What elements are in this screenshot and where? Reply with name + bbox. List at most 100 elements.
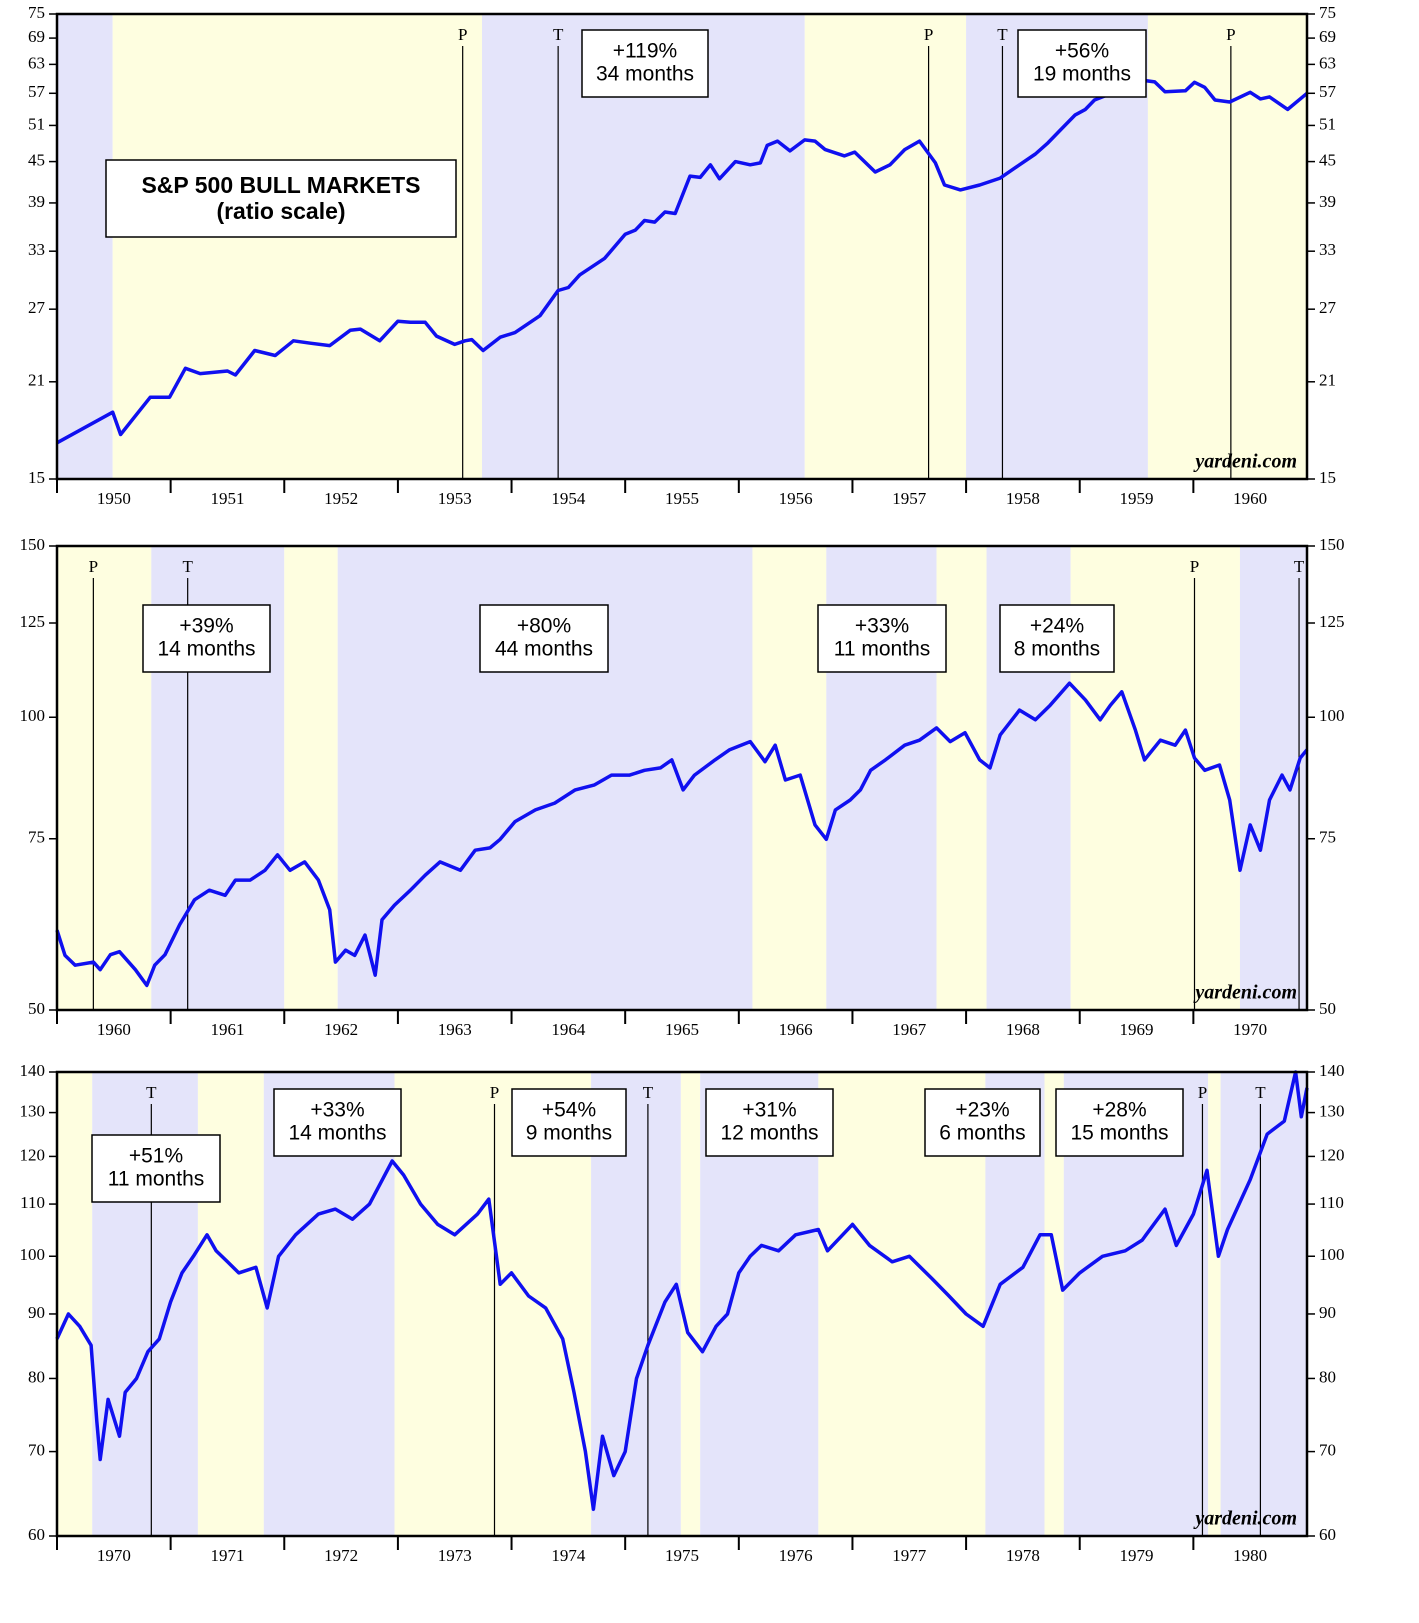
annotation-text: 19 months (1033, 63, 1131, 86)
y-tick-label: 110 (20, 1193, 45, 1212)
x-tick-label: 1965 (665, 1020, 699, 1039)
y-tick-label: 21 (28, 371, 45, 390)
y-tick-label: 75 (28, 3, 45, 22)
y-tick-label: 100 (1319, 706, 1345, 725)
y-tick-label: 69 (1319, 27, 1336, 46)
y-tick-label: 45 (28, 150, 45, 169)
x-tick-label: 1977 (892, 1546, 927, 1565)
annotation-text: +80% (517, 615, 571, 638)
x-tick-label: 1952 (324, 489, 358, 508)
y-tick-label: 150 (20, 535, 46, 554)
annotation-text: +119% (613, 40, 677, 63)
y-tick-label: 80 (28, 1367, 45, 1386)
x-tick-label: 1971 (210, 1546, 244, 1565)
x-tick-label: 1972 (324, 1546, 358, 1565)
x-tick-label: 1958 (1006, 489, 1040, 508)
annotation-box (705, 1088, 834, 1157)
annotation-text: +54% (542, 1099, 596, 1122)
y-tick-label: 15 (28, 468, 45, 487)
x-tick-label: 1967 (892, 1020, 927, 1039)
x-tick-label: 1953 (438, 489, 472, 508)
annotation-text: +39% (179, 615, 233, 638)
x-tick-label: 1962 (324, 1020, 358, 1039)
title-box (105, 159, 457, 238)
y-tick-label: 100 (20, 1245, 46, 1264)
shaded-band (284, 546, 338, 1010)
y-tick-label: 140 (20, 1061, 46, 1080)
event-label: T (182, 557, 193, 576)
shaded-band (1044, 1072, 1064, 1536)
annotation-box (817, 604, 947, 673)
y-tick-label: 125 (20, 612, 46, 631)
y-tick-label: 57 (28, 82, 46, 101)
x-tick-label: 1950 (97, 489, 131, 508)
y-tick-label: 60 (1319, 1525, 1336, 1544)
y-tick-label: 80 (1319, 1367, 1336, 1386)
y-tick-label: 27 (1319, 298, 1337, 317)
event-label: T (1255, 1083, 1266, 1102)
chart-title: S&P 500 BULL MARKETS (141, 172, 420, 198)
y-tick-label: 63 (1319, 53, 1336, 72)
x-tick-label: 1961 (210, 1020, 244, 1039)
shaded-band (57, 546, 152, 1010)
y-tick-label: 100 (1319, 1245, 1345, 1264)
y-tick-label: 140 (1319, 1061, 1345, 1080)
annotation-text: 14 months (157, 638, 255, 661)
annotation-box (511, 1088, 627, 1157)
annotation-text: 11 months (834, 638, 931, 661)
y-tick-label: 75 (1319, 828, 1336, 847)
y-tick-label: 33 (1319, 240, 1336, 259)
shaded-band (57, 1072, 93, 1536)
source-watermark: yardeni.com (1193, 1508, 1297, 1530)
x-tick-label: 1956 (779, 489, 813, 508)
y-tick-label: 21 (1319, 371, 1336, 390)
annotation-box (479, 604, 609, 673)
annotation-box (581, 29, 709, 98)
annotation-text: 44 months (495, 638, 593, 661)
annotation-text: +23% (955, 1099, 1009, 1122)
price-line (55, 681, 1309, 988)
annotation-text: +56% (1055, 40, 1109, 63)
y-tick-label: 125 (1319, 612, 1345, 631)
annotation-text: +33% (310, 1099, 364, 1122)
shaded-band (1239, 546, 1307, 1010)
y-tick-label: 70 (1319, 1440, 1336, 1459)
y-tick-label: 51 (28, 114, 45, 133)
annotation-text: +33% (855, 615, 909, 638)
shaded-band (680, 1072, 701, 1536)
y-tick-label: 120 (20, 1145, 46, 1164)
event-label: T (643, 1083, 654, 1102)
event-label: P (1190, 557, 1199, 576)
x-tick-label: 1960 (97, 1020, 131, 1039)
x-tick-label: 1974 (551, 1546, 586, 1565)
y-tick-label: 90 (28, 1303, 45, 1322)
event-label: P (924, 25, 933, 44)
annotation-text: 9 months (526, 1122, 612, 1145)
x-tick-label: 1980 (1233, 1546, 1267, 1565)
x-tick-label: 1959 (1120, 489, 1154, 508)
panel: T P T P T 60 60 70 70 80 80 90 90 100 100 110 110 120 120 1… (20, 1061, 1345, 1565)
x-tick-label: 1976 (779, 1546, 813, 1565)
x-tick-label: 1970 (97, 1546, 131, 1565)
shaded-band (112, 14, 482, 479)
y-tick-label: 90 (1319, 1303, 1336, 1322)
annotation-text: 6 months (939, 1122, 1025, 1145)
event-label: P (1198, 1083, 1207, 1102)
annotation-text: 8 months (1014, 638, 1100, 661)
plot-frame (55, 1070, 1309, 1538)
source-watermark: yardeni.com (1193, 451, 1297, 473)
event-label: P (490, 1083, 499, 1102)
y-tick-label: 130 (20, 1101, 46, 1120)
annotation-text: 34 months (596, 63, 694, 86)
event-label: P (458, 25, 467, 44)
x-tick-label: 1960 (1233, 489, 1267, 508)
panel: P T P T P 15 15 21 21 27 27 33 33 39 39 45 45 51 51 57 57 63 6… (28, 3, 1337, 508)
annotation-box (142, 604, 271, 673)
y-tick-label: 51 (1319, 114, 1336, 133)
annotation-text: +24% (1030, 615, 1084, 638)
shaded-band (1208, 1072, 1221, 1536)
x-tick-label: 1954 (551, 489, 586, 508)
annotation-text: +31% (742, 1099, 796, 1122)
x-tick-label: 1978 (1006, 1546, 1040, 1565)
event-label: P (1226, 25, 1235, 44)
